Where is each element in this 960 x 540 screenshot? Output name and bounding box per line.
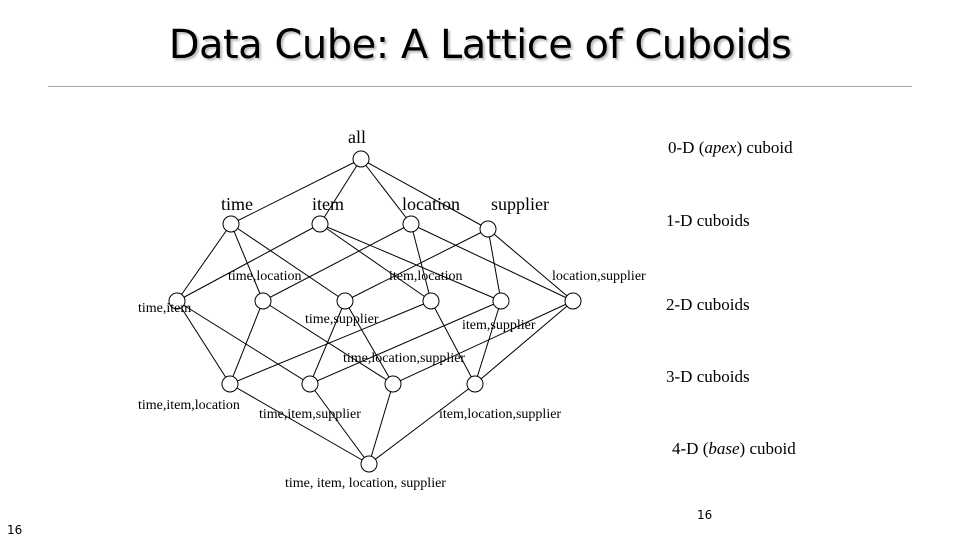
edge-location_supplier-to-time_location_supplier bbox=[392, 300, 574, 385]
edge-item-to-time_item bbox=[176, 223, 321, 302]
cuboid-node-supplier bbox=[479, 220, 497, 238]
cuboid-label-location-supplier: location,supplier bbox=[552, 269, 646, 284]
edge-all-to-location bbox=[360, 158, 412, 225]
edge-time_item-to-time_item_location bbox=[176, 300, 231, 385]
cuboid-label-time: time bbox=[221, 194, 253, 214]
cuboid-label-time-item-location: time,item,location bbox=[138, 398, 240, 413]
cuboid-label-location: location bbox=[402, 194, 460, 214]
cuboid-label-all: all bbox=[348, 127, 366, 147]
cuboid-label-time-item-supplier: time,item,supplier bbox=[259, 407, 361, 422]
lattice-edges bbox=[176, 158, 574, 465]
base-cuboid-label: 4-D (base) cuboid bbox=[672, 439, 796, 458]
edge-item_location-to-time_item_location bbox=[229, 300, 432, 385]
cuboid-label-time-location-supplier: time,location,supplier bbox=[343, 351, 465, 366]
edge-time_item_supplier-to-base bbox=[309, 383, 370, 465]
cuboid-node-time-supplier bbox=[336, 292, 354, 310]
page-number-bottom: 16 bbox=[7, 523, 23, 537]
three-d-cuboids-label: 3-D cuboids bbox=[666, 367, 750, 386]
edge-time_supplier-to-time_item_supplier bbox=[309, 300, 346, 385]
edge-all-to-supplier bbox=[360, 158, 489, 230]
cuboid-node-item-location bbox=[422, 292, 440, 310]
edge-supplier-to-item_supplier bbox=[487, 228, 502, 302]
cuboid-node-location bbox=[402, 215, 420, 233]
cuboid-node-time-item-supplier bbox=[301, 375, 319, 393]
cuboid-label-time-supplier: time,supplier bbox=[305, 312, 379, 327]
one-d-cuboids-label: 1-D cuboids bbox=[666, 211, 750, 230]
edge-time-to-time_supplier bbox=[230, 223, 346, 302]
cuboid-node-time-location-supplier bbox=[384, 375, 402, 393]
lattice-nodes bbox=[168, 150, 582, 473]
lattice-labels: all time item location supplier time,item time… bbox=[138, 127, 646, 491]
edge-item-to-item_location bbox=[319, 223, 432, 302]
edge-time_supplier-to-time_location_supplier bbox=[344, 300, 394, 385]
cuboid-label-supplier: supplier bbox=[491, 194, 549, 214]
edge-all-to-time bbox=[230, 158, 362, 225]
cuboid-node-item-supplier bbox=[492, 292, 510, 310]
cuboid-node-time-item bbox=[168, 292, 186, 310]
edge-time-to-time_item bbox=[176, 223, 232, 302]
edge-time_item-to-time_item_supplier bbox=[176, 300, 311, 385]
cuboid-node-item bbox=[311, 215, 329, 233]
edge-supplier-to-time_supplier bbox=[344, 228, 489, 302]
two-d-cuboids-label: 2-D cuboids bbox=[666, 295, 750, 314]
cuboid-node-all bbox=[352, 150, 370, 168]
edge-time_location_supplier-to-base bbox=[368, 383, 394, 465]
edge-location-to-location_supplier bbox=[410, 223, 574, 302]
edge-item_location-to-item_location_supplier bbox=[430, 300, 476, 385]
edge-item_supplier-to-time_item_supplier bbox=[309, 300, 502, 385]
edge-location_supplier-to-item_location_supplier bbox=[474, 300, 574, 385]
cuboid-node-time-item-location bbox=[221, 375, 239, 393]
page-number-right: 16 bbox=[697, 508, 713, 522]
edge-item-to-item_supplier bbox=[319, 223, 502, 302]
edge-time_item_location-to-base bbox=[229, 383, 370, 465]
edge-location-to-time_location bbox=[262, 223, 412, 302]
edge-item_location_supplier-to-base bbox=[368, 383, 476, 465]
cuboid-node-location-supplier bbox=[564, 292, 582, 310]
edge-time-to-time_location bbox=[230, 223, 264, 302]
edge-item_supplier-to-item_location_supplier bbox=[474, 300, 502, 385]
cuboid-node-item-location-supplier bbox=[466, 375, 484, 393]
edge-supplier-to-location_supplier bbox=[487, 228, 574, 302]
title-divider bbox=[48, 86, 912, 87]
cuboid-label-item-supplier: item,supplier bbox=[462, 318, 536, 333]
cuboid-node-time-location bbox=[254, 292, 272, 310]
cuboid-label-item-location-supplier: item,location,supplier bbox=[439, 407, 561, 422]
cuboid-label-item-location: item,location bbox=[389, 269, 462, 284]
cuboid-node-time bbox=[222, 215, 240, 233]
cuboid-label-item: item bbox=[312, 194, 344, 214]
edge-time_location-to-time_item_location bbox=[229, 300, 264, 385]
cuboid-node-base bbox=[360, 455, 378, 473]
slide-title: Data Cube: A Lattice of Cuboids bbox=[168, 22, 792, 68]
edge-all-to-item bbox=[319, 158, 362, 225]
cuboid-label-base: time, item, location, supplier bbox=[285, 476, 446, 491]
cuboid-label-time-location: time,location bbox=[228, 269, 301, 284]
apex-cuboid-label: 0-D (apex) cuboid bbox=[668, 138, 793, 157]
cuboid-label-time-item: time,item bbox=[138, 301, 191, 316]
